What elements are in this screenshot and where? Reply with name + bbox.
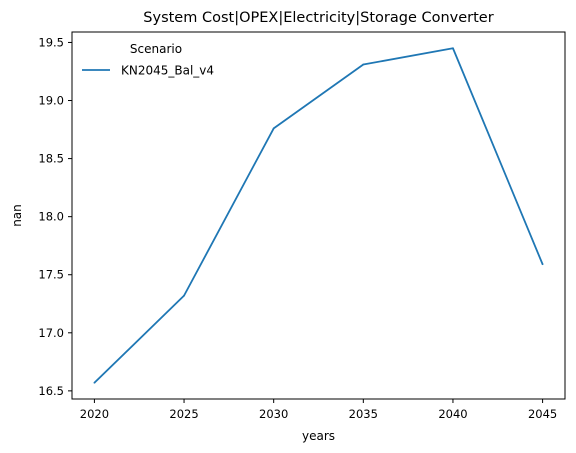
data-point <box>272 127 275 130</box>
data-point <box>362 63 365 66</box>
y-tick-label: 17.0 <box>38 326 64 340</box>
legend-series-label: KN2045_Bal_v4 <box>121 64 214 78</box>
data-point <box>93 381 96 384</box>
x-tick-label: 2025 <box>169 407 198 421</box>
y-tick-label: 19.0 <box>38 94 64 108</box>
x-axis-label: years <box>302 429 335 443</box>
y-tick-label: 19.5 <box>38 35 64 49</box>
y-tick-label: 16.5 <box>38 384 64 398</box>
y-axis: 16.5 17.0 17.5 18.0 18.5 19.0 19.5 <box>38 35 72 398</box>
y-tick-label: 18.0 <box>38 210 64 224</box>
x-axis: 2020 2025 2030 2035 2040 2045 <box>80 399 557 421</box>
data-point <box>541 263 544 266</box>
x-tick-label: 2035 <box>349 407 378 421</box>
legend: Scenario KN2045_Bal_v4 <box>82 42 214 78</box>
x-tick-label: 2020 <box>80 407 109 421</box>
series-line <box>93 47 544 384</box>
x-tick-label: 2045 <box>528 407 557 421</box>
axes-frame <box>71 31 566 400</box>
legend-title: Scenario <box>130 42 182 56</box>
plot-area <box>93 47 544 384</box>
y-tick-label: 17.5 <box>38 268 64 282</box>
y-tick-label: 18.5 <box>38 152 64 166</box>
x-tick-label: 2030 <box>259 407 288 421</box>
data-point <box>183 294 185 297</box>
chart-title: System Cost|OPEX|Electricity|Storage Con… <box>143 10 493 26</box>
y-axis-label: nan <box>10 204 24 227</box>
x-tick-label: 2040 <box>438 407 467 421</box>
data-point <box>452 47 454 50</box>
